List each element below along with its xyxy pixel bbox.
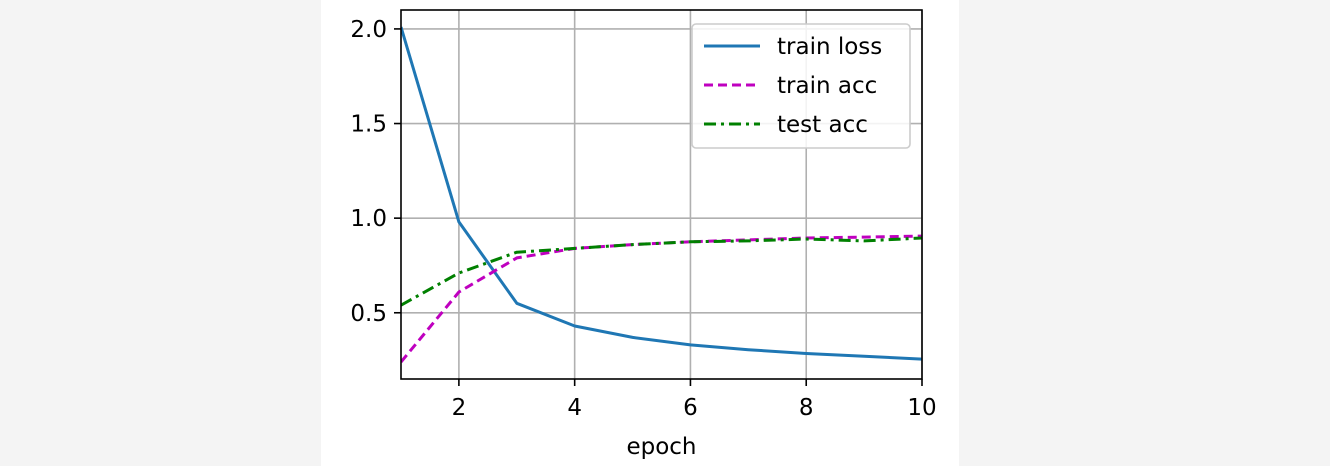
series-line-train-acc <box>401 234 922 363</box>
legend-label: train acc <box>777 73 877 99</box>
x-axis-label: epoch <box>626 434 696 460</box>
x-tick-label: 4 <box>567 395 582 421</box>
plot-frame <box>400 9 923 380</box>
y-tick-label: 1.5 <box>350 112 387 138</box>
x-tick-label: 8 <box>799 395 814 421</box>
legend-label: train loss <box>777 34 882 60</box>
y-tick-label: 2.0 <box>350 17 387 43</box>
y-tick-label: 0.5 <box>350 301 387 327</box>
series-line-train-loss <box>401 26 922 361</box>
legend-label: test acc <box>777 112 868 138</box>
x-tick-label: 6 <box>683 395 698 421</box>
y-tick-label: 1.0 <box>350 206 387 232</box>
x-tick-label: 2 <box>452 395 467 421</box>
x-tick-label: 10 <box>907 395 936 421</box>
legend-box <box>691 23 911 149</box>
